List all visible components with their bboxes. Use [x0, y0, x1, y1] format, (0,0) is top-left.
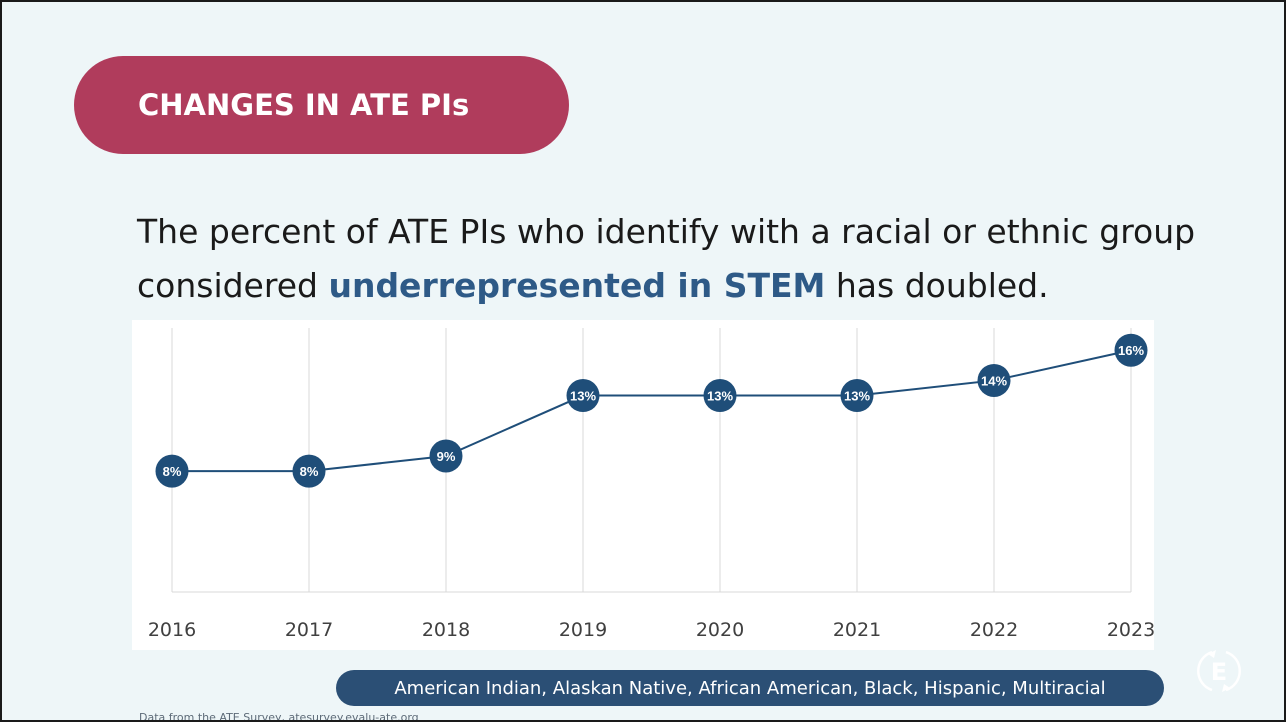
data-label: 8%: [163, 464, 182, 479]
data-point: [429, 439, 463, 473]
title-pill: CHANGES IN ATE PIs: [74, 56, 569, 154]
headline-text-start: The percent of ATE PIs who identify with…: [137, 212, 1196, 305]
source-note: Data from the ATE Survey, atesurvey.eval…: [139, 711, 419, 722]
x-tick-label: 2019: [559, 619, 607, 641]
data-point: [155, 454, 189, 488]
data-label: 16%: [1118, 343, 1144, 358]
headline: The percent of ATE PIs who identify with…: [137, 205, 1217, 313]
slide-title: CHANGES IN ATE PIs: [138, 88, 470, 122]
evalu-ate-logo-icon: E: [1197, 650, 1241, 692]
x-tick-label: 2018: [422, 619, 470, 641]
data-point: [292, 454, 326, 488]
data-point: [703, 379, 737, 413]
x-tick-label: 2016: [148, 619, 196, 641]
data-label: 13%: [570, 389, 596, 404]
chart-area: 8% 8% 9% 13% 13% 13% 14% 16% 2016 2017 2018 2019 202…: [132, 320, 1155, 650]
headline-text-end: has doubled.: [825, 266, 1049, 305]
x-tick-label: 2021: [833, 619, 881, 641]
x-tick-label: 2023: [1107, 619, 1154, 641]
data-label: 8%: [300, 464, 319, 479]
headline-highlight: underrepresented in STEM: [328, 266, 826, 305]
data-point: [977, 363, 1011, 397]
data-label: 9%: [437, 449, 456, 464]
data-point: [840, 379, 874, 413]
data-point: [566, 379, 600, 413]
x-tick-label: 2017: [285, 619, 333, 641]
data-label: 14%: [981, 373, 1007, 388]
x-tick-label: 2020: [696, 619, 744, 641]
series-line: [172, 349, 1132, 473]
data-label: 13%: [707, 389, 733, 404]
line-chart: 8% 8% 9% 13% 13% 13% 14% 16% 2016 2017 2018 2019 202…: [148, 328, 1155, 641]
data-point: [1114, 333, 1148, 367]
logo-letter: E: [1211, 658, 1227, 686]
group-definition-note: American Indian, Alaskan Native, African…: [336, 670, 1164, 706]
x-tick-label: 2022: [970, 619, 1018, 641]
data-label: 13%: [844, 389, 870, 404]
